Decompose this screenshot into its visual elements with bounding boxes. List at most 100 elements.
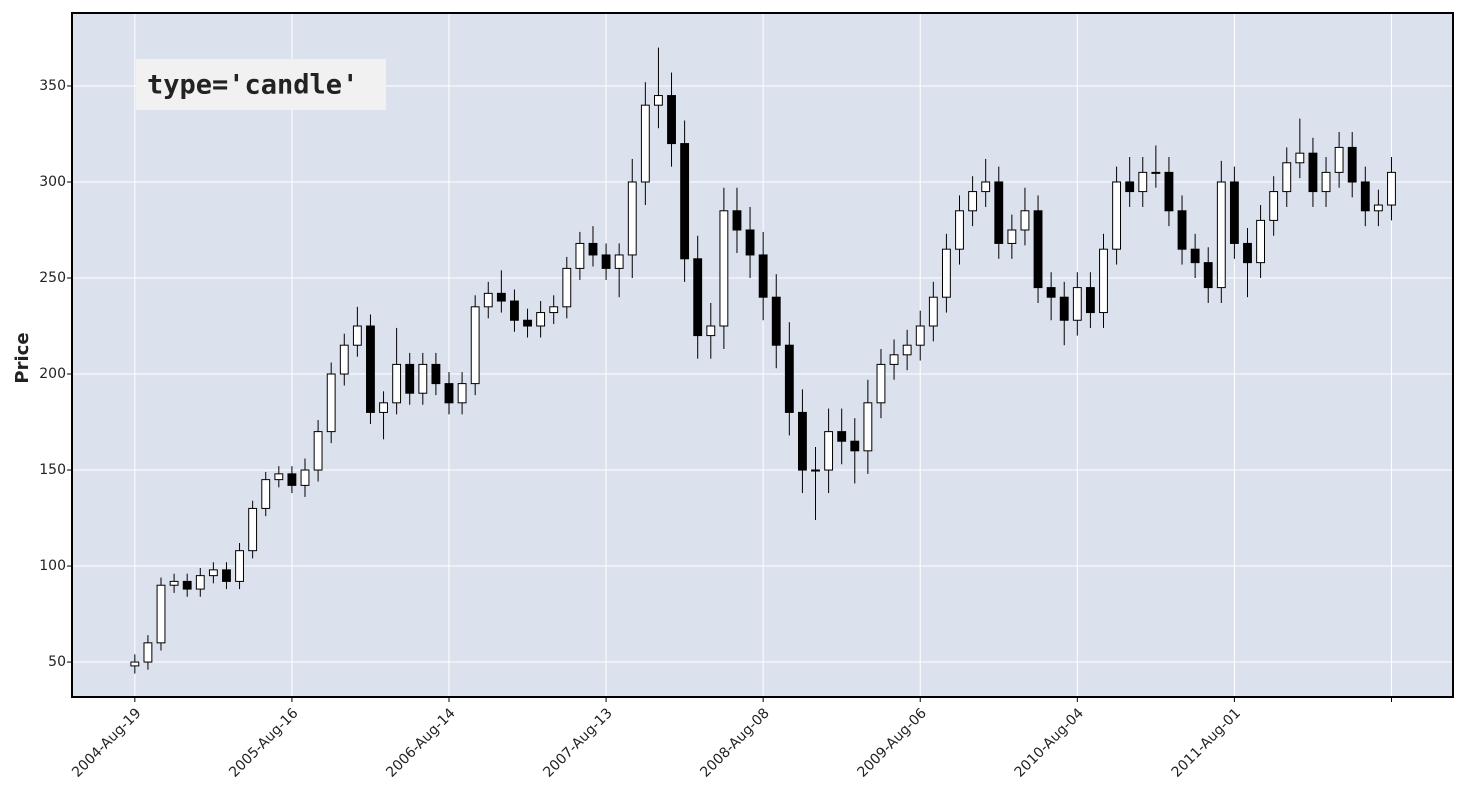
candle-body bbox=[981, 181, 991, 193]
candle-body bbox=[1360, 181, 1370, 212]
candle-body bbox=[640, 104, 650, 183]
candle-body bbox=[614, 254, 624, 269]
candle-body bbox=[366, 325, 375, 413]
candle-body bbox=[483, 292, 493, 308]
candle-body bbox=[1243, 242, 1252, 264]
candle-body bbox=[444, 383, 454, 404]
candle-body bbox=[156, 584, 166, 644]
candle-body bbox=[182, 580, 192, 590]
candle-body bbox=[392, 363, 402, 404]
candle-body bbox=[431, 363, 441, 385]
x-tick-label: 2010-Aug-04 bbox=[1012, 705, 1087, 780]
candle-body bbox=[235, 550, 244, 582]
candle-body bbox=[470, 306, 480, 385]
candle-body bbox=[510, 300, 519, 321]
candle-body bbox=[405, 363, 415, 394]
candle-body bbox=[850, 440, 860, 452]
candle-body bbox=[758, 254, 768, 298]
candle-body bbox=[1046, 287, 1056, 298]
x-tick-label: 2004-Aug-19 bbox=[69, 705, 144, 780]
candle-body bbox=[1282, 162, 1292, 193]
candle-body bbox=[1308, 152, 1318, 193]
candle-body bbox=[300, 469, 310, 486]
x-tick-label: 2011-Aug-01 bbox=[1169, 705, 1244, 780]
candle-body bbox=[941, 248, 951, 298]
candle-body bbox=[784, 344, 794, 413]
candle-body bbox=[693, 258, 703, 337]
candle-body bbox=[1387, 171, 1396, 206]
candle-body bbox=[1125, 181, 1135, 193]
candle-body bbox=[654, 95, 663, 106]
candle-body bbox=[313, 431, 323, 471]
candle-body bbox=[379, 402, 388, 413]
x-tick-label: 2009-Aug-06 bbox=[855, 705, 930, 780]
candle-body bbox=[418, 363, 428, 394]
plot-frame bbox=[71, 12, 1454, 698]
annotation-box bbox=[136, 59, 386, 110]
candle-body bbox=[352, 325, 362, 346]
candle-body bbox=[562, 267, 572, 308]
candle-body bbox=[928, 296, 938, 327]
candle-body bbox=[274, 473, 284, 481]
candle-body bbox=[1151, 171, 1161, 174]
candle-body bbox=[771, 296, 781, 346]
candle-body bbox=[863, 402, 873, 452]
candle-body bbox=[1216, 181, 1226, 289]
candle-body bbox=[130, 661, 140, 667]
candle-body bbox=[208, 569, 218, 577]
candle-body bbox=[706, 325, 716, 337]
candle-body bbox=[287, 473, 297, 486]
candle-body bbox=[457, 383, 467, 404]
plot-area bbox=[72, 13, 1453, 697]
candles bbox=[130, 47, 1396, 674]
candle-body bbox=[1072, 287, 1082, 321]
y-axis-label: Price bbox=[12, 332, 33, 383]
annotation: type='candle' bbox=[147, 70, 358, 101]
candle-body bbox=[549, 306, 559, 314]
candle-body bbox=[1256, 219, 1266, 264]
candle-body bbox=[680, 143, 690, 260]
candle-body bbox=[667, 95, 676, 145]
candle-body bbox=[968, 191, 978, 212]
candle-body bbox=[1295, 152, 1305, 164]
candle-body bbox=[1177, 210, 1187, 250]
candle-body bbox=[797, 411, 807, 471]
candle-body bbox=[523, 319, 532, 327]
x-tick-label: 2007-Aug-13 bbox=[540, 705, 615, 780]
candle-body bbox=[588, 242, 598, 256]
candle-body bbox=[1112, 181, 1122, 250]
y-tick-label: 350 bbox=[39, 78, 66, 94]
candle-body bbox=[1020, 210, 1030, 231]
candle-body bbox=[1229, 181, 1239, 244]
candle-body bbox=[811, 469, 820, 472]
candle-body bbox=[719, 210, 729, 327]
candle-body bbox=[326, 373, 336, 433]
candle-body bbox=[902, 344, 912, 356]
candle-body bbox=[248, 507, 258, 552]
candle-body bbox=[1164, 171, 1174, 212]
candle-body bbox=[601, 254, 611, 269]
y-tick-label: 200 bbox=[39, 366, 66, 382]
candle-body bbox=[1190, 248, 1200, 264]
candle-body bbox=[837, 431, 847, 442]
candle-body bbox=[915, 325, 925, 346]
candle-body bbox=[876, 363, 886, 404]
candle-body bbox=[955, 210, 964, 250]
candle-body bbox=[824, 431, 834, 471]
y-tick-label: 300 bbox=[39, 174, 66, 190]
candle-body bbox=[1059, 296, 1069, 321]
x-tick-label: 2006-Aug-14 bbox=[383, 705, 458, 780]
candle-body bbox=[1334, 146, 1344, 173]
candle-body bbox=[1321, 171, 1331, 193]
candle-body bbox=[1373, 204, 1383, 212]
candle-body bbox=[195, 575, 205, 590]
candle-body bbox=[889, 354, 899, 365]
candle-body bbox=[732, 210, 742, 231]
candle-body bbox=[1269, 191, 1279, 221]
candle-body bbox=[1347, 146, 1357, 183]
candle-body bbox=[745, 229, 755, 256]
candle-body bbox=[1085, 287, 1095, 314]
candle-body bbox=[1033, 210, 1043, 289]
candle-body bbox=[222, 569, 231, 582]
